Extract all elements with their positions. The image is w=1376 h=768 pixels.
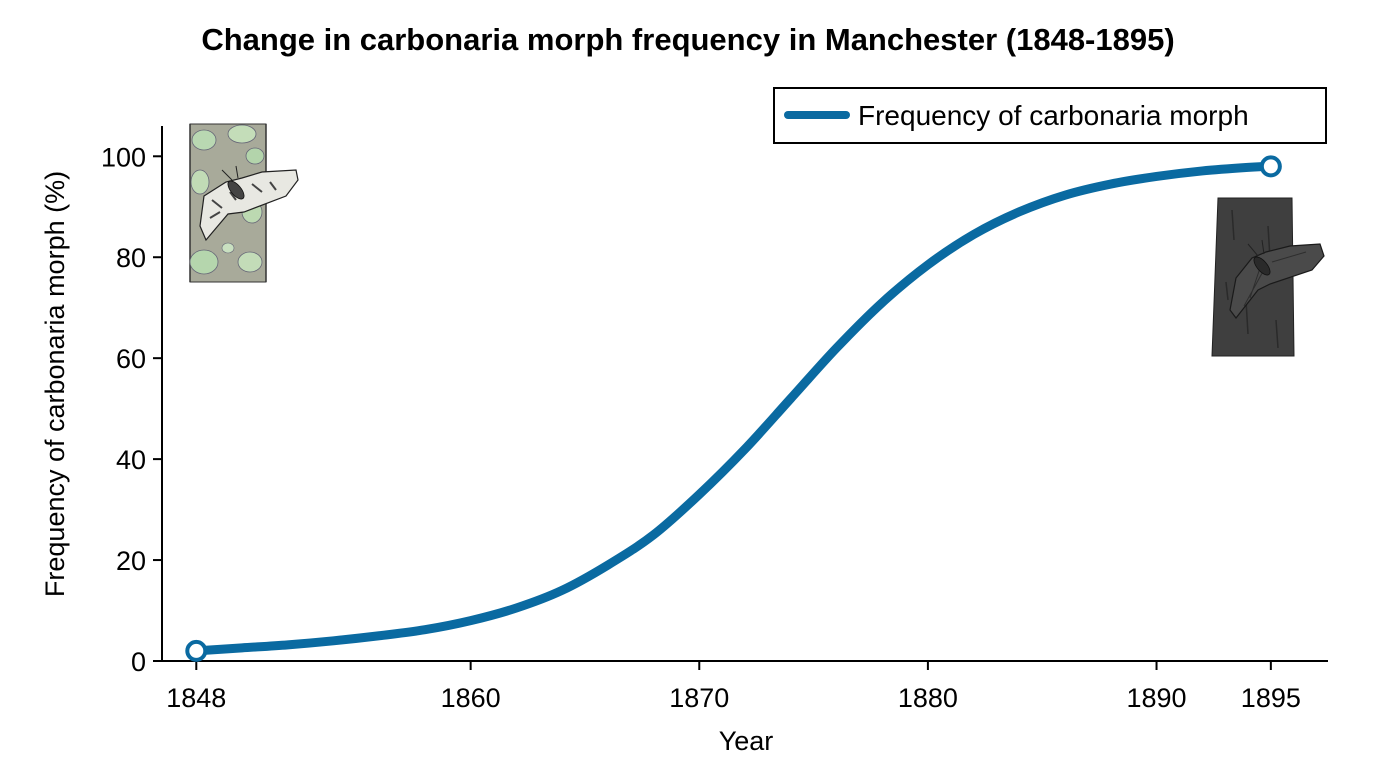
legend: Frequency of carbonaria morph (773, 87, 1327, 144)
carbonaria-moth-on-dark-bark-illustration (1211, 197, 1325, 357)
data-point (744, 448, 746, 450)
typical-moth-on-lichen-bark-illustration (189, 123, 299, 283)
data-point (241, 647, 243, 649)
data-point (561, 589, 563, 591)
y-tick-label: 80 (116, 243, 146, 273)
data-point (973, 234, 975, 236)
data-point (1110, 183, 1112, 185)
data-point (698, 493, 700, 495)
x-axis-label: Year (719, 726, 774, 756)
y-tick-label: 40 (116, 445, 146, 475)
data-point (287, 644, 289, 646)
data-point (1247, 166, 1249, 168)
legend-label: Frequency of carbonaria morph (858, 100, 1249, 131)
y-tick-label: 60 (116, 344, 146, 374)
data-point (1064, 194, 1066, 196)
endpoint-marker (1259, 155, 1282, 178)
x-tick-label: 1890 (1126, 683, 1186, 713)
data-point (653, 534, 655, 536)
data-point (881, 302, 883, 304)
data-point (927, 264, 929, 266)
chart-title: Change in carbonaria morph frequency in … (201, 22, 1174, 57)
x-tick-label: 1870 (669, 683, 729, 713)
y-tick-label: 0 (131, 647, 146, 677)
endpoint-marker (185, 639, 208, 662)
x-tick-label: 1880 (898, 683, 958, 713)
data-point (1201, 170, 1203, 172)
data-point (790, 398, 792, 400)
data-point (835, 347, 837, 349)
legend-box (773, 87, 1327, 144)
y-tick-label: 100 (101, 142, 146, 172)
x-tick-label: 1860 (441, 683, 501, 713)
data-point (1018, 211, 1020, 213)
data-point (332, 640, 334, 642)
x-tick-label: 1895 (1241, 683, 1301, 713)
data-point (378, 635, 380, 637)
series-line (191, 161, 1276, 656)
y-axis-label: Frequency of carbonaria morph (%) (40, 171, 70, 597)
x-tick-label: 1848 (166, 683, 226, 713)
data-point (1156, 175, 1158, 177)
data-point (424, 629, 426, 631)
data-point (515, 607, 517, 609)
data-point (470, 620, 472, 622)
y-tick-label: 20 (116, 546, 146, 576)
data-point (607, 564, 609, 566)
